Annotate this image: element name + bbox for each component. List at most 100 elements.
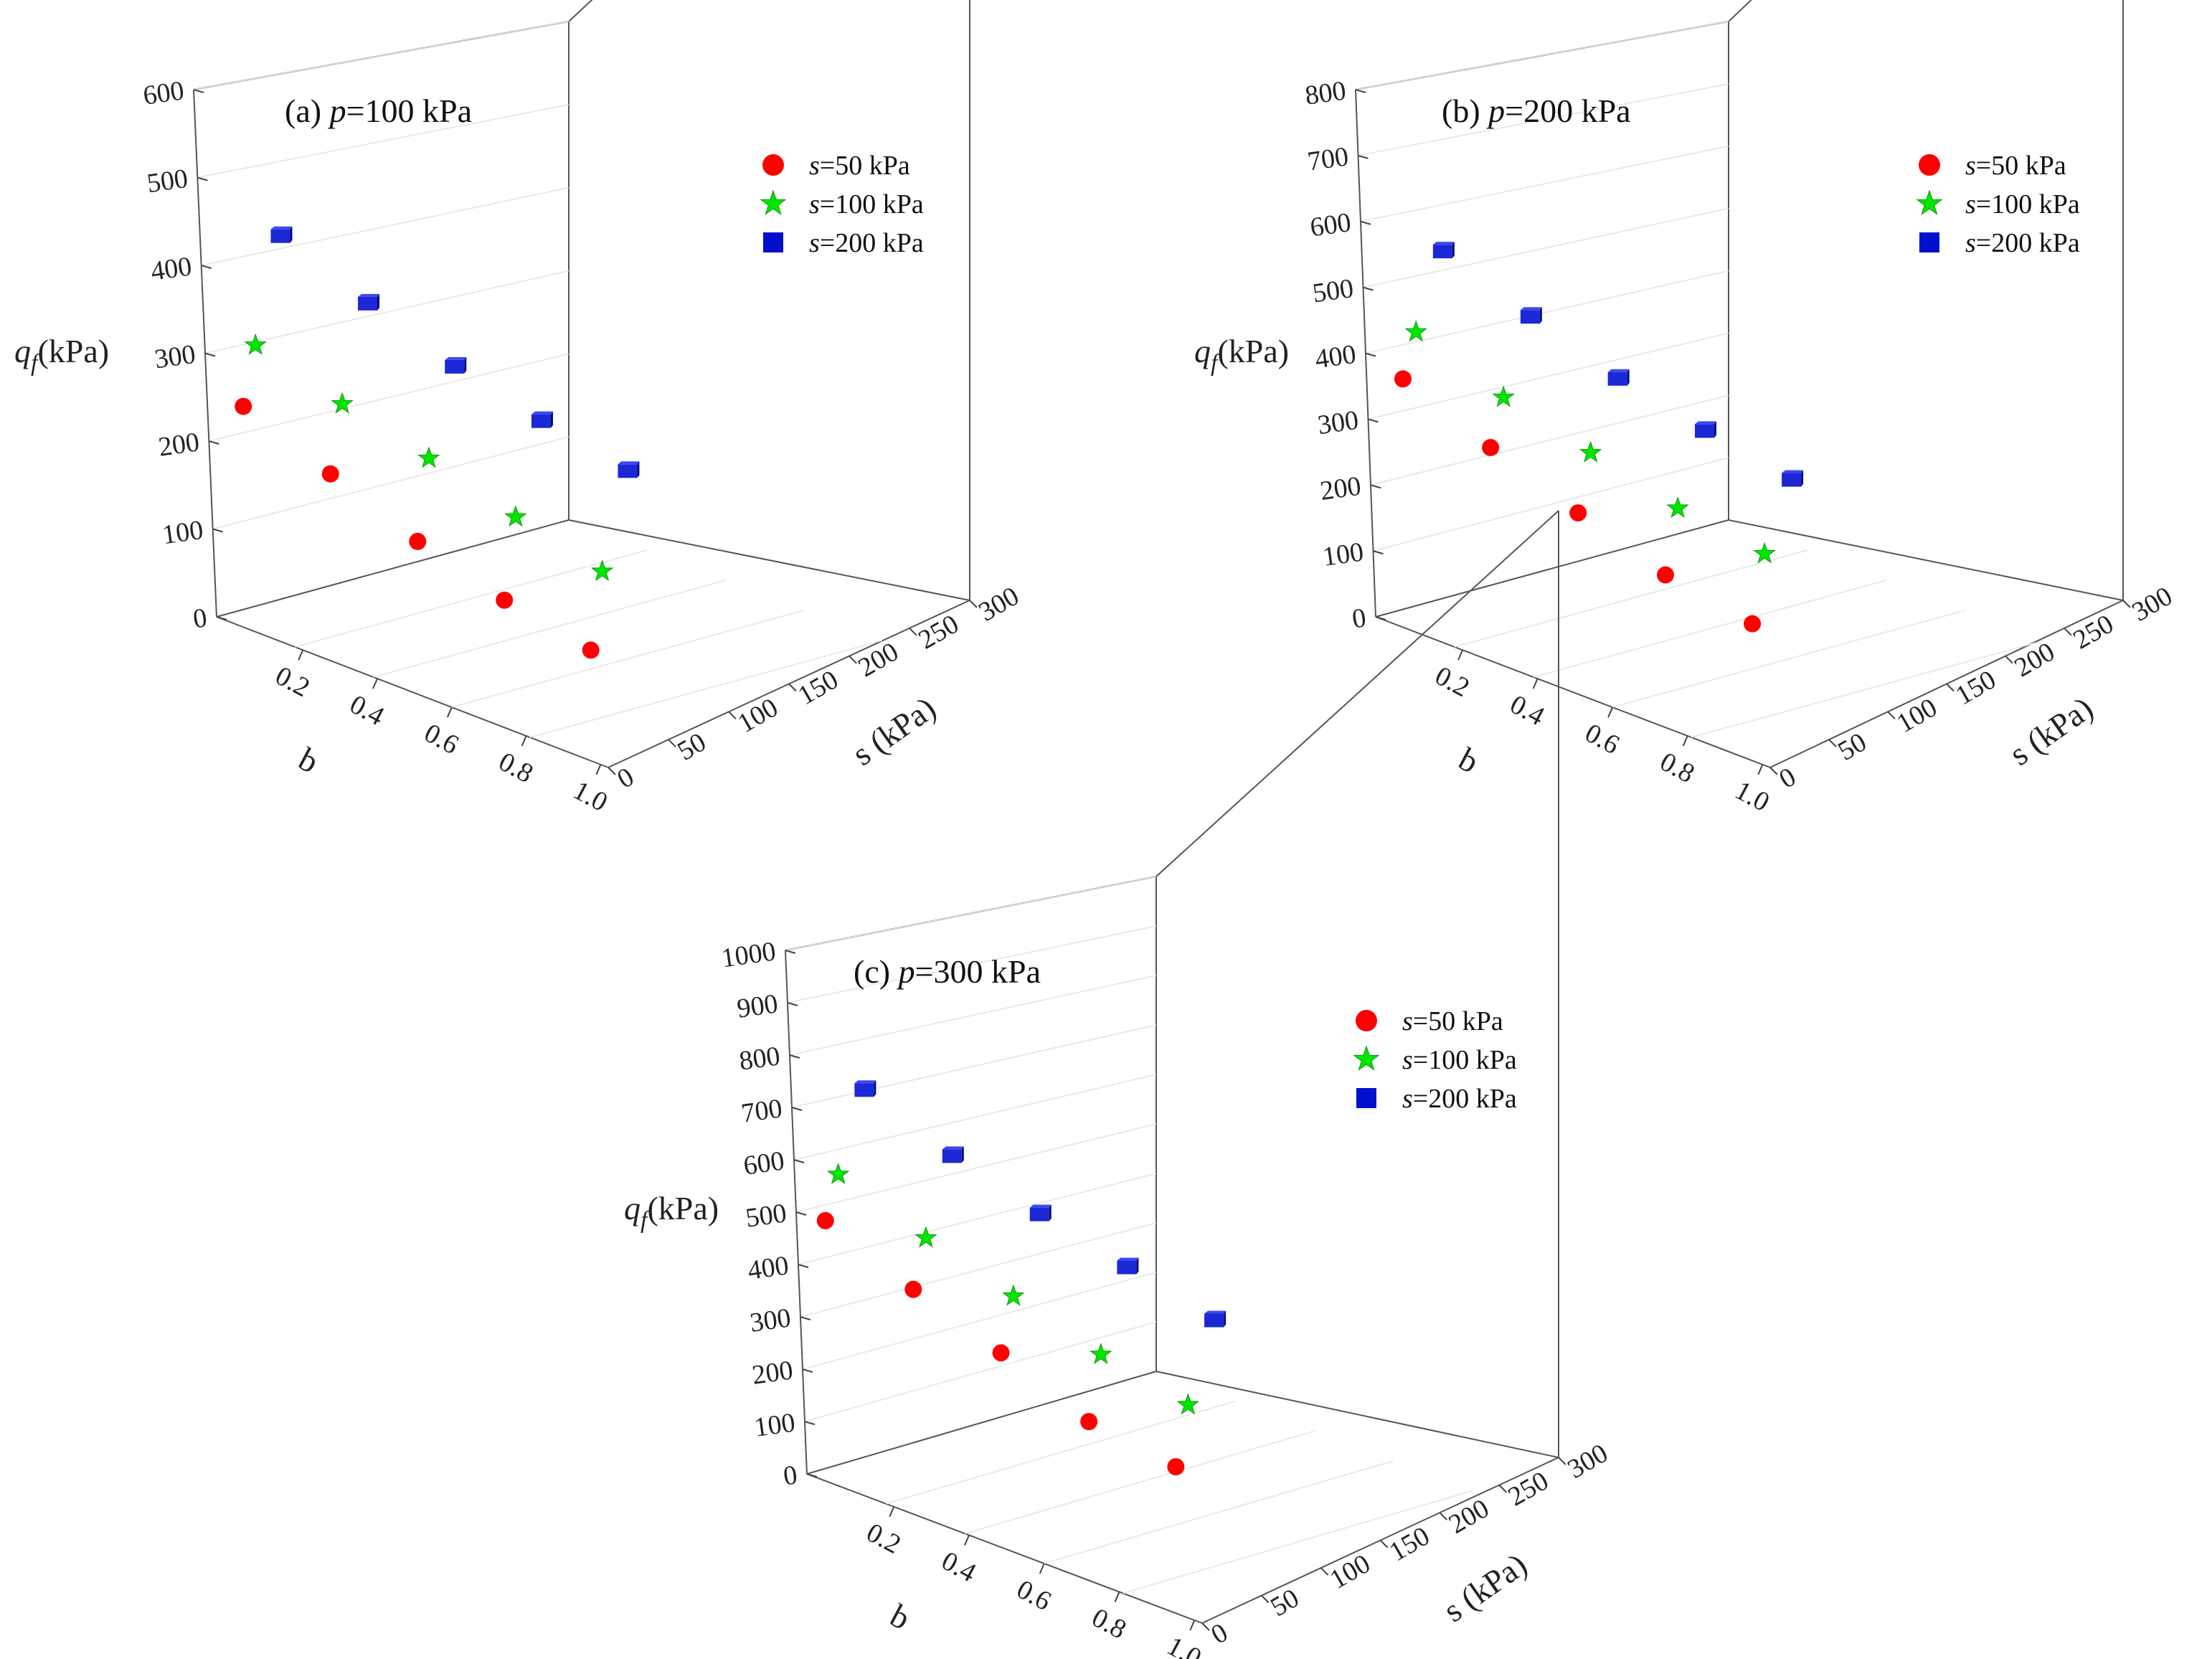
panel-title-prefix: (a) (285, 93, 330, 129)
s-tick-label: 200 (1444, 1493, 1494, 1540)
z-axis-title: qf(kPa) (14, 333, 109, 377)
data-point-star (417, 446, 440, 468)
data-point-cube (445, 356, 467, 374)
s-tick-mark (2122, 600, 2131, 608)
b-tick-label: 0.4 (1505, 689, 1549, 732)
z-tick-label: 200 (156, 427, 201, 463)
s-tick-label: 200 (854, 637, 904, 684)
z-axis-title: qf(kPa) (1194, 333, 1289, 377)
floor-back-left-edge (1375, 519, 1729, 618)
data-point-cube (1029, 1204, 1051, 1221)
z-axis-title: qf(kPa) (624, 1190, 719, 1234)
z-axis-unit: (kPa) (1217, 333, 1289, 369)
data-point-star (331, 392, 354, 414)
s-tick-mark (1498, 1484, 1507, 1493)
z-tick-label: 1000 (719, 936, 777, 973)
grid-z-left (795, 1123, 1157, 1213)
grid-floor-b (373, 580, 726, 678)
z-tick-mark (787, 1002, 798, 1006)
s-tick-mark (1558, 1457, 1566, 1465)
data-point-circle (1080, 1413, 1098, 1431)
cube-top-face (1432, 242, 1455, 245)
grid-floor-b (295, 549, 648, 648)
b-tick-label: 0.2 (861, 1517, 906, 1559)
cube-side-face (377, 293, 379, 311)
s-tick-label: 300 (974, 581, 1024, 628)
cube-front-face (1694, 424, 1714, 438)
data-point-circle (1167, 1457, 1185, 1475)
data-point-circle (904, 1280, 922, 1298)
data-points (235, 226, 640, 659)
grid-floor-b (1044, 1460, 1394, 1564)
s-tick-mark (1201, 1622, 1210, 1631)
grid-z-left (197, 104, 569, 179)
cube-side-face (874, 1080, 876, 1097)
z-tick-label: 300 (748, 1303, 793, 1338)
cube-side-face (1801, 470, 1804, 487)
s-tick-label: 100 (1892, 692, 1942, 739)
z-tick-label: 800 (737, 1041, 782, 1077)
legend-marker-star (760, 189, 787, 215)
data-point-star (1404, 320, 1427, 342)
s-tick-mark (909, 628, 917, 636)
s-tick-label: 0 (613, 762, 639, 795)
s-tick-mark (1828, 739, 1837, 747)
data-point-cube (618, 461, 640, 478)
cube-front-face (357, 296, 377, 311)
legend-entry: s=50 kPa (1402, 1006, 1503, 1036)
legend-marker-circle (1356, 1010, 1377, 1031)
s-tick-mark (1887, 711, 1896, 720)
z-tick-mark (193, 89, 204, 93)
z-tick-mark (201, 265, 212, 269)
panel-title-var: p (1486, 93, 1505, 129)
cube-side-face (1539, 307, 1542, 324)
s-tick-mark (728, 711, 737, 720)
b-tick-label: 0.8 (493, 747, 538, 789)
cube-top-face (531, 411, 553, 415)
data-point-cube (1694, 421, 1716, 438)
z-tick-mark (795, 1211, 807, 1216)
z-tick-mark (798, 1264, 809, 1268)
data-point-cube (1432, 242, 1455, 259)
s-axis-title: s (kPa) (2003, 689, 2099, 772)
grid-z-left (1355, 21, 1729, 90)
grid-z-left (787, 925, 1157, 1003)
b-tick-label: 0.2 (270, 661, 315, 703)
legend-var: s (1402, 1006, 1413, 1036)
b-tick-mark (595, 764, 602, 775)
b-axis-line (216, 616, 609, 768)
legend-var: s (809, 151, 820, 181)
s-tick-label: 100 (733, 692, 783, 739)
cube-side-face (1049, 1204, 1051, 1221)
b-tick-mark (1682, 735, 1688, 747)
s-axis-title: s (kPa) (1437, 1546, 1533, 1629)
grid-z-left (1365, 270, 1729, 354)
cube-top-face (618, 461, 640, 465)
legend-marker-circle (762, 154, 784, 176)
data-point-cube (1204, 1310, 1226, 1328)
legend-var: s (809, 189, 820, 219)
s-tick-label: 300 (1563, 1438, 1613, 1485)
cube-top-face (357, 293, 379, 297)
z-tick-mark (1365, 352, 1376, 357)
cube-front-face (618, 464, 638, 478)
data-point-circle (1482, 438, 1500, 456)
b-tick-label: 0.4 (345, 689, 389, 732)
z-axis-var: q (1194, 333, 1211, 369)
cube-front-face (1607, 372, 1627, 386)
b-tick-label: 0.8 (1087, 1602, 1131, 1645)
b-tick-mark (1114, 1592, 1120, 1602)
b-tick-mark (1757, 764, 1764, 775)
b-tick-mark (446, 706, 453, 718)
grid-z-left (798, 1173, 1157, 1265)
grid-floor-b (451, 610, 804, 708)
b-tick-label: 1.0 (568, 775, 613, 818)
z-tick-mark (204, 352, 216, 357)
grid-z-left (1358, 83, 1729, 156)
s-tick-label: 200 (2010, 637, 2060, 684)
b-tick-label: 1.0 (1730, 775, 1774, 818)
b-tick-label: 1.0 (1162, 1631, 1206, 1659)
s-tick-label: 50 (1265, 1583, 1304, 1622)
panel-title: (c) p=300 kPa (854, 953, 1041, 990)
